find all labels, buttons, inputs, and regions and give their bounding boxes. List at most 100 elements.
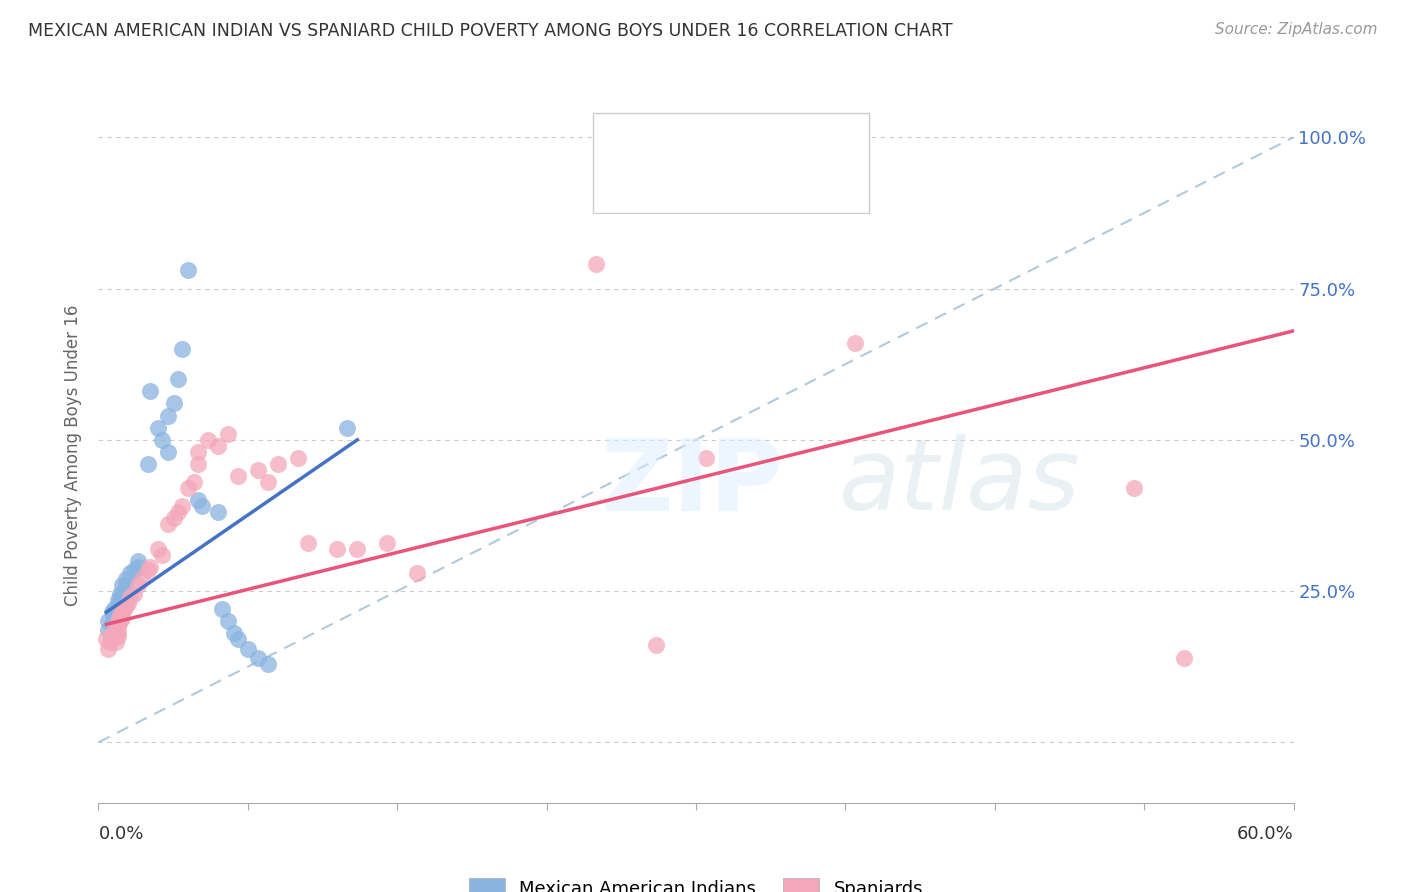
FancyBboxPatch shape	[593, 112, 869, 213]
Point	[101, 617, 124, 632]
Text: Source: ZipAtlas.com: Source: ZipAtlas.com	[1215, 22, 1378, 37]
Point	[645, 639, 668, 653]
Point	[197, 433, 219, 447]
Point	[124, 587, 146, 601]
Point	[111, 605, 134, 619]
Point	[110, 608, 132, 623]
Point	[97, 624, 120, 638]
Point	[585, 257, 607, 271]
Text: 0.0%: 0.0%	[98, 825, 143, 843]
Point	[167, 505, 190, 519]
Point	[107, 599, 129, 614]
Point	[211, 602, 233, 616]
Text: ZIP: ZIP	[600, 434, 783, 532]
Point	[103, 611, 125, 625]
Point	[107, 605, 129, 619]
Point	[115, 599, 138, 614]
FancyBboxPatch shape	[602, 122, 638, 153]
Point	[110, 587, 132, 601]
Point	[326, 541, 349, 556]
Point	[111, 578, 134, 592]
Point	[136, 563, 159, 577]
Point	[148, 541, 170, 556]
Point	[172, 500, 194, 514]
Point	[207, 439, 229, 453]
Point	[256, 475, 278, 490]
Point	[103, 602, 125, 616]
Legend: Mexican American Indians, Spaniards: Mexican American Indians, Spaniards	[461, 871, 931, 892]
Text: MEXICAN AMERICAN INDIAN VS SPANIARD CHILD POVERTY AMONG BOYS UNDER 16 CORRELATIO: MEXICAN AMERICAN INDIAN VS SPANIARD CHIL…	[28, 22, 953, 40]
Point	[127, 578, 149, 592]
Point	[105, 626, 128, 640]
Point	[111, 593, 134, 607]
Point	[103, 629, 125, 643]
Point	[177, 263, 200, 277]
Point	[1173, 650, 1195, 665]
Point	[103, 624, 125, 638]
Point	[297, 535, 319, 549]
Y-axis label: Child Poverty Among Boys Under 16: Child Poverty Among Boys Under 16	[65, 304, 83, 606]
Point	[150, 433, 173, 447]
Point	[101, 605, 124, 619]
Text: N = 45: N = 45	[765, 128, 848, 147]
Point	[97, 641, 120, 656]
Point	[191, 500, 214, 514]
Point	[183, 475, 205, 490]
Point	[346, 541, 368, 556]
Point	[107, 626, 129, 640]
Point	[236, 641, 259, 656]
Point	[107, 593, 129, 607]
Point	[107, 629, 129, 643]
Point	[148, 420, 170, 434]
Point	[207, 505, 229, 519]
Point	[112, 602, 135, 616]
Point	[217, 426, 239, 441]
Point	[105, 615, 128, 629]
Point	[105, 635, 128, 649]
Point	[163, 396, 186, 410]
Point	[187, 457, 209, 471]
Point	[226, 632, 249, 647]
Point	[124, 563, 146, 577]
Point	[139, 384, 162, 399]
Point	[256, 657, 278, 671]
Point	[157, 445, 180, 459]
Point	[110, 593, 132, 607]
Point	[844, 336, 866, 351]
Text: atlas: atlas	[839, 434, 1081, 532]
Point	[107, 611, 129, 625]
Point	[187, 445, 209, 459]
Point	[101, 629, 124, 643]
Point	[111, 587, 134, 601]
Point	[172, 342, 194, 356]
Point	[120, 566, 142, 580]
Point	[226, 469, 249, 483]
Text: R = 0.466: R = 0.466	[652, 177, 751, 196]
Point	[107, 620, 129, 634]
Point	[120, 590, 142, 604]
Point	[167, 372, 190, 386]
Point	[695, 450, 717, 465]
Text: R = 0.366: R = 0.366	[652, 128, 751, 146]
Point	[267, 457, 290, 471]
Point	[406, 566, 429, 580]
Point	[131, 572, 153, 586]
Point	[246, 650, 269, 665]
Point	[150, 548, 173, 562]
Point	[115, 578, 138, 592]
Point	[287, 450, 309, 465]
Point	[105, 608, 128, 623]
Point	[187, 493, 209, 508]
Point	[136, 457, 159, 471]
Point	[107, 615, 129, 629]
Point	[110, 599, 132, 614]
Point	[100, 635, 122, 649]
Point	[117, 596, 139, 610]
Point	[96, 632, 118, 647]
Text: 60.0%: 60.0%	[1237, 825, 1294, 843]
Point	[217, 615, 239, 629]
Text: N = 52: N = 52	[765, 177, 848, 196]
Point	[336, 420, 359, 434]
Point	[127, 559, 149, 574]
Point	[110, 615, 132, 629]
